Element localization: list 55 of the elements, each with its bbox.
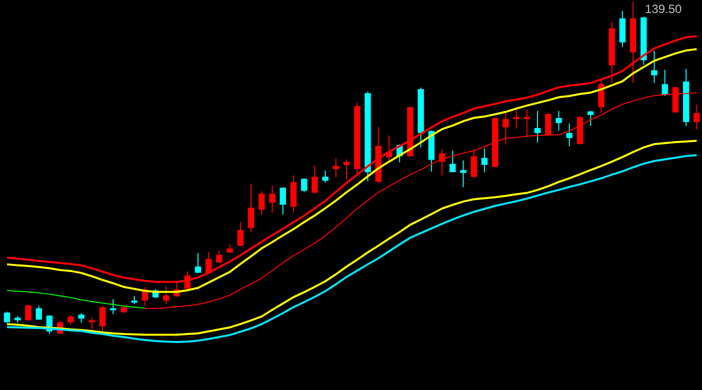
candlestick	[460, 160, 466, 188]
candlestick	[662, 69, 668, 96]
candlestick	[206, 252, 212, 274]
candlestick	[110, 298, 116, 315]
candlestick	[576, 116, 584, 145]
candlestick	[534, 110, 541, 143]
candlestick	[407, 106, 414, 158]
candlestick	[545, 112, 552, 136]
candlestick	[386, 134, 392, 163]
candlestick	[587, 110, 594, 126]
candlestick	[163, 286, 170, 305]
candlestick	[428, 130, 435, 172]
candlestick	[99, 305, 106, 333]
candlestick	[438, 148, 446, 176]
candlestick	[120, 306, 127, 314]
candlestick	[640, 16, 647, 66]
candlestick	[524, 109, 530, 137]
candlestick	[290, 174, 297, 214]
candlestick	[269, 185, 276, 214]
candlestick	[4, 311, 10, 324]
candlestick	[25, 304, 32, 322]
candlestick	[216, 250, 222, 264]
candlestick	[301, 178, 308, 193]
candlestick	[78, 312, 84, 324]
candlestick	[556, 110, 562, 131]
candlestick	[513, 109, 520, 129]
candlestick	[312, 164, 318, 194]
candlestick	[566, 123, 572, 147]
candlestick	[131, 295, 138, 305]
candlestick	[68, 314, 74, 326]
candlestick	[364, 91, 371, 182]
candlestick	[418, 87, 424, 148]
candlestick	[619, 10, 626, 48]
candlestick	[332, 158, 340, 178]
candlestick	[354, 102, 360, 175]
candlestick	[651, 50, 658, 84]
candlestick	[492, 117, 498, 168]
candlestick	[36, 305, 42, 320]
candlestick	[470, 148, 477, 178]
candlestick	[343, 158, 350, 180]
candlestick	[237, 222, 244, 247]
candlestick	[194, 252, 202, 274]
candlestick	[88, 316, 95, 330]
candlestick	[280, 186, 286, 215]
candlestick	[226, 244, 233, 254]
candlestick	[694, 104, 700, 130]
candlestick	[682, 68, 690, 126]
candlestick	[481, 148, 488, 173]
candlestick	[322, 170, 328, 184]
candlestick	[258, 190, 265, 215]
candlestick	[14, 316, 21, 324]
annotation: 139.50	[645, 2, 682, 16]
candlestick	[450, 150, 456, 173]
candlestick	[502, 112, 509, 145]
candlestick	[248, 183, 254, 233]
